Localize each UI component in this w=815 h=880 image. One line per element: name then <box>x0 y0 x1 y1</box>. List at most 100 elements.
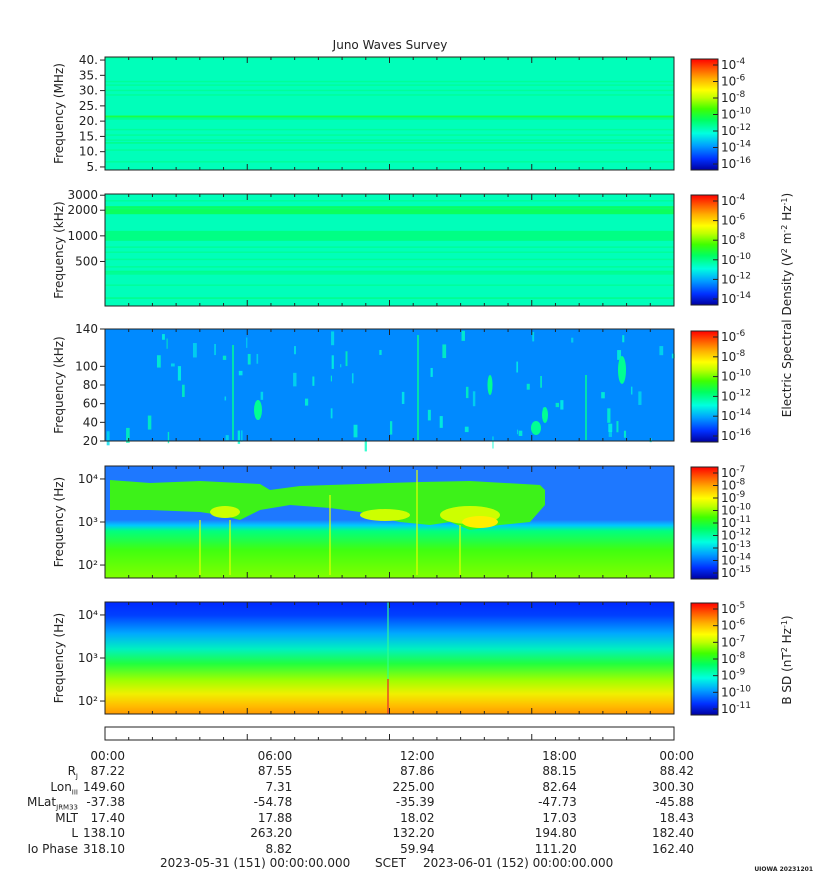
colorbar-tick-label: 10-5 <box>721 601 745 616</box>
emission-blob <box>210 506 240 518</box>
spectral-line <box>105 149 674 151</box>
noise-streak <box>351 373 354 384</box>
ephemeris-label: MLatJRM33 <box>27 795 78 812</box>
y-axis-label: Frequency (Hz) <box>52 477 66 568</box>
colorbar-tick-label: 10-6 <box>721 329 746 344</box>
y-tick-label: 40. <box>79 53 98 67</box>
y-tick-label: 10³ <box>78 515 98 529</box>
emission-band <box>105 206 674 215</box>
noise-streak <box>492 436 494 449</box>
noise-streak <box>608 423 613 432</box>
noise-streak <box>224 396 227 401</box>
shared-colorbar-label: Electric Spectral Density (V2 m-2 Hz-1) <box>780 193 795 417</box>
ephemeris-value: -54.78 <box>253 795 293 809</box>
noise-streak <box>162 334 165 340</box>
y-tick-label: 10⁴ <box>78 472 98 486</box>
y-tick-label: 10⁴ <box>78 608 98 622</box>
noise-streak <box>439 416 443 428</box>
noise-streak <box>353 424 358 438</box>
spectral-line <box>105 284 674 286</box>
ephemeris-value: -37.38 <box>86 795 125 809</box>
noise-streak <box>427 409 431 421</box>
noise-streak <box>622 335 625 343</box>
ephemeris-value: 18.02 <box>400 810 435 825</box>
x-tick-label: 00:00 <box>659 749 694 763</box>
spectral-line <box>105 139 674 141</box>
noise-streak <box>166 338 168 349</box>
noise-streak <box>555 402 560 408</box>
noise-streak <box>379 349 382 355</box>
colorbar-tick-label: 10-4 <box>721 193 746 208</box>
noise-streak <box>671 353 675 359</box>
noise-streak <box>304 398 309 406</box>
noise-streak <box>638 391 642 405</box>
ephemeris-value: 162.40 <box>652 841 694 856</box>
y-tick-label: 2000 <box>67 203 98 217</box>
ephemeris-label: MLT <box>55 810 78 825</box>
emission-band <box>110 480 545 530</box>
noise-streak <box>617 350 622 360</box>
noise-streak <box>156 355 161 368</box>
colorbar-tick-label: 10-14 <box>721 140 751 155</box>
ephemeris-label: RJ <box>67 764 78 781</box>
footer-start: 2023-05-31 (151) 00:00:00.000 <box>160 856 351 870</box>
colorbar-tick-label: 10-14 <box>721 291 751 306</box>
noise-streak <box>608 430 612 437</box>
colorbar-tick-label: 10-11 <box>721 701 751 716</box>
noise-streak <box>330 375 333 382</box>
x-tick-label: 00:00 <box>90 749 125 763</box>
colorbar-tick-label: 10-4 <box>721 57 746 72</box>
spectral-line <box>105 118 674 120</box>
emission-blob <box>542 407 548 423</box>
colorbar-tick-label: 10-8 <box>721 90 746 105</box>
ephemeris-value: 87.22 <box>90 764 125 778</box>
noise-streak <box>238 370 243 376</box>
colorbar-tick-label: 10-10 <box>721 369 751 384</box>
y-tick-label: 80 <box>83 378 98 392</box>
ephemeris-value: 17.03 <box>542 810 577 825</box>
colorbar-tick-label: 10-12 <box>721 388 751 403</box>
y-tick-label: 60 <box>83 397 98 411</box>
spectral-line <box>105 134 674 136</box>
noise-streak <box>659 346 664 356</box>
processing-stamp: UIOWA 20231201 <box>754 866 813 873</box>
chart-title: Juno Waves Survey <box>332 38 448 52</box>
noise-streak <box>331 355 334 369</box>
ephemeris-value: 17.40 <box>90 810 125 825</box>
noise-streak <box>607 408 611 423</box>
spectrogram-image <box>105 602 674 714</box>
y-tick-label: 10. <box>79 145 98 159</box>
noise-streak <box>177 366 182 381</box>
ephemeris-label: Io Phase <box>27 841 78 856</box>
ephemeris-value: 111.20 <box>534 841 577 856</box>
colorbar-tick-label: 10-10 <box>721 107 751 122</box>
colorbar-tick-label: 10-15 <box>721 565 751 580</box>
colorbar-tick-label: 10-10 <box>721 252 751 267</box>
ephemeris-value: 300.30 <box>652 779 694 794</box>
noise-streak <box>571 337 574 343</box>
noise-streak <box>401 391 405 404</box>
y-tick-label: 1000 <box>67 229 98 243</box>
noise-streak <box>616 421 619 433</box>
noise-streak <box>518 430 523 436</box>
bsd-colorbar-label: B SD (nT2 Hz-1) <box>780 615 795 704</box>
noise-streak <box>147 415 152 430</box>
noise-streak <box>330 408 333 419</box>
spectral-line <box>105 271 674 273</box>
ephemeris-value: 88.42 <box>659 764 694 778</box>
spectral-line <box>105 161 674 163</box>
emission-band <box>105 115 674 118</box>
noise-streak <box>256 353 259 364</box>
noise-streak <box>192 343 197 358</box>
ephemeris-value: 138.10 <box>83 826 125 840</box>
ephemeris-value: -45.88 <box>655 795 694 809</box>
noise-streak <box>237 430 241 444</box>
colorbar-tick-label: 10-8 <box>721 349 746 364</box>
ephemeris-value: 149.60 <box>83 779 125 794</box>
ephemeris-value: 17.88 <box>257 810 293 825</box>
emission-band <box>105 230 674 241</box>
ephemeris-value: 87.86 <box>400 764 435 778</box>
ephemeris-label: L <box>71 826 78 840</box>
